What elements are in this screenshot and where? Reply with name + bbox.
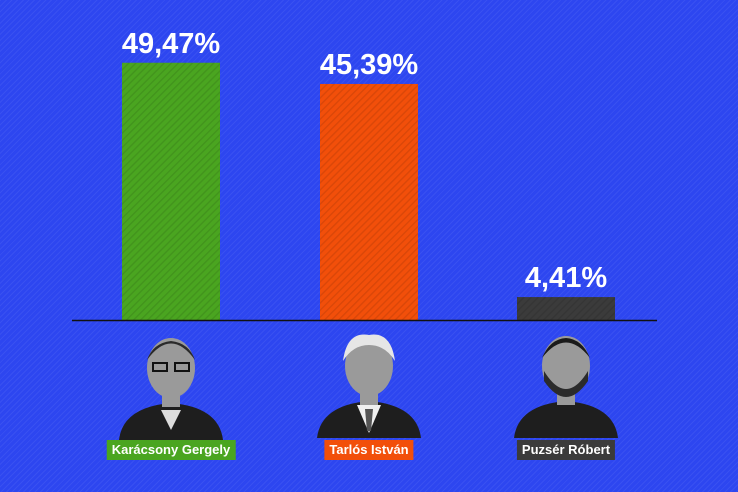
portrait-face bbox=[147, 338, 195, 398]
bar-texture-karacsony bbox=[122, 62, 220, 320]
portrait-face bbox=[542, 336, 590, 396]
candidate-name: Karácsony Gergely bbox=[111, 442, 231, 457]
name-tag-karacsony: Karácsony Gergely bbox=[106, 440, 236, 460]
glasses-icon bbox=[152, 362, 168, 372]
portrait-face bbox=[345, 336, 393, 396]
portrait-hair bbox=[147, 341, 195, 360]
bar-value-label-puzser: 4,41% bbox=[525, 262, 607, 294]
candidate-name: Tarlós István bbox=[329, 442, 409, 457]
portrait-hair bbox=[542, 338, 590, 358]
portrait-beard bbox=[544, 371, 588, 397]
candidate-name: Puzsér Róbert bbox=[521, 442, 611, 457]
bar-value-label-tarlos: 45,39% bbox=[320, 49, 419, 81]
glasses-icon bbox=[174, 362, 190, 372]
man-glasses-portrait bbox=[119, 338, 223, 440]
bar-texture-puzser bbox=[517, 297, 615, 320]
bar-texture-tarlos bbox=[320, 83, 418, 320]
tie-icon bbox=[365, 409, 373, 431]
name-tag-puzser: Puzsér Róbert bbox=[516, 440, 616, 460]
portrait-hair bbox=[343, 334, 395, 361]
bar-value-label-karacsony: 49,47% bbox=[122, 28, 221, 60]
portrait-shirt bbox=[161, 410, 181, 430]
bearded-man-portrait bbox=[514, 336, 618, 438]
portrait-shoulders bbox=[514, 401, 618, 438]
white-haired-man-portrait bbox=[317, 334, 421, 438]
name-tag-tarlos: Tarlós István bbox=[324, 440, 414, 460]
